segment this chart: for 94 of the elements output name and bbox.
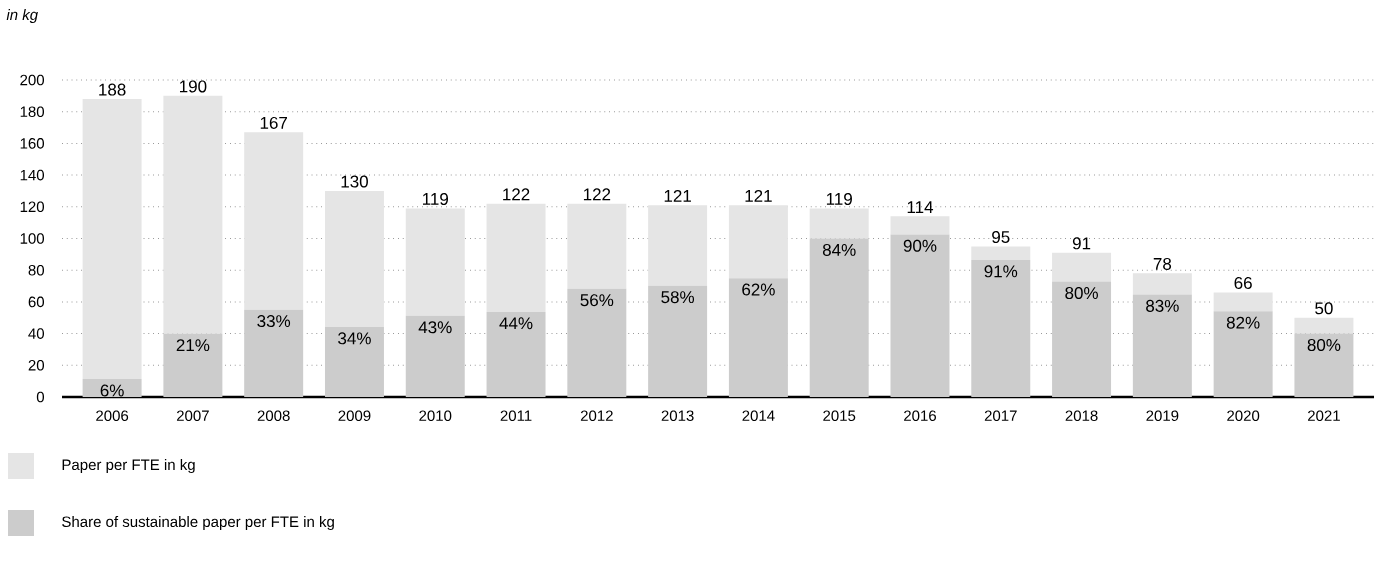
bar — [971, 259, 1031, 397]
x-tick-label: 2019 — [1146, 410, 1179, 422]
bar — [405, 208, 465, 316]
total-label: 95 — [992, 231, 1010, 244]
y-tick-label: 60 — [28, 296, 45, 308]
y-tick-label: 40 — [28, 328, 45, 339]
y-tick-label: 0 — [36, 391, 45, 403]
bar — [890, 234, 950, 397]
y-tick-label: 200 — [20, 74, 45, 86]
x-tick-label: 2011 — [500, 410, 532, 422]
total-label: 190 — [179, 80, 207, 93]
annotation: 83% — [1146, 299, 1179, 312]
bar — [1052, 252, 1112, 282]
total-label: 50 — [1315, 302, 1333, 315]
x-tick-label: 2014 — [742, 410, 775, 422]
annotation: 62% — [742, 283, 775, 296]
bar — [971, 246, 1031, 260]
y-tick-label: 180 — [20, 106, 45, 118]
total-label: 130 — [341, 175, 368, 188]
total-label: 119 — [826, 192, 852, 205]
bar — [728, 205, 788, 279]
y-axis-title: in kg — [6, 9, 38, 23]
bar — [486, 203, 546, 312]
total-label: 78 — [1153, 257, 1172, 270]
bar — [1132, 294, 1192, 397]
annotation: 6% — [100, 384, 124, 397]
annotation: 58% — [661, 291, 695, 304]
bar — [1213, 292, 1273, 312]
legend-label: Paper per FTE in kg — [62, 459, 195, 473]
total-label: 188 — [99, 83, 126, 96]
x-tick-label: 2006 — [96, 410, 129, 422]
annotation: 44% — [499, 317, 533, 330]
bar — [163, 95, 223, 334]
annotation: 91% — [984, 265, 1018, 278]
annotation: 80% — [1307, 339, 1341, 352]
bar — [1294, 317, 1354, 334]
bar — [486, 311, 546, 397]
x-tick-label: 2013 — [661, 410, 694, 422]
total-label: 66 — [1234, 276, 1252, 289]
x-tick-label: 2021 — [1307, 410, 1340, 422]
x-tick-label: 2007 — [176, 410, 209, 422]
annotation: 33% — [257, 315, 291, 328]
y-tick-label: 80 — [28, 264, 45, 276]
x-tick-label: 2020 — [1227, 410, 1260, 422]
bar — [567, 203, 627, 289]
bar — [405, 315, 465, 397]
bar — [648, 205, 708, 286]
bar — [809, 238, 869, 397]
bar — [244, 132, 304, 310]
bar — [324, 190, 384, 327]
y-tick-label: 100 — [20, 233, 45, 244]
y-tick-label: 20 — [28, 359, 45, 371]
annotation: 56% — [580, 294, 614, 307]
x-tick-label: 2010 — [419, 410, 452, 422]
y-tick-label: 140 — [20, 169, 45, 181]
total-label: 119 — [422, 192, 449, 205]
x-tick-label: 2008 — [257, 410, 290, 422]
bar — [890, 216, 950, 235]
bar — [567, 288, 627, 397]
bar — [244, 309, 304, 397]
bar — [648, 285, 708, 397]
annotation: 84% — [822, 243, 856, 256]
annotation: 82% — [1226, 316, 1260, 329]
bar — [82, 99, 142, 380]
annotation: 90% — [903, 239, 937, 252]
x-tick-label: 2012 — [580, 410, 613, 422]
bar — [163, 333, 223, 397]
x-tick-label: 2016 — [904, 410, 936, 422]
bar — [1052, 281, 1112, 397]
annotation: 21% — [176, 339, 210, 352]
x-tick-label: 2017 — [984, 410, 1017, 422]
annotation: 80% — [1065, 287, 1098, 300]
bar — [82, 379, 142, 397]
bar — [809, 208, 869, 239]
x-tick-label: 2015 — [823, 410, 856, 422]
x-tick-label: 2009 — [338, 410, 371, 422]
total-label: 114 — [907, 201, 934, 213]
total-label: 122 — [583, 188, 611, 201]
y-tick-label: 160 — [20, 138, 45, 149]
total-label: 122 — [503, 188, 530, 201]
x-tick-label: 2018 — [1065, 410, 1098, 422]
bar — [728, 278, 788, 397]
bar — [324, 326, 384, 397]
total-label: 91 — [1072, 237, 1091, 250]
legend-label: Share of sustainable paper per FTE in kg — [62, 516, 334, 530]
total-label: 121 — [745, 189, 772, 202]
y-tick-label: 120 — [20, 201, 45, 213]
total-label: 167 — [260, 116, 287, 129]
bar — [1294, 333, 1354, 397]
bar — [1132, 273, 1192, 295]
annotation: 34% — [338, 332, 371, 345]
total-label: 121 — [664, 189, 691, 202]
annotation: 43% — [418, 321, 452, 334]
bar — [1213, 311, 1273, 397]
